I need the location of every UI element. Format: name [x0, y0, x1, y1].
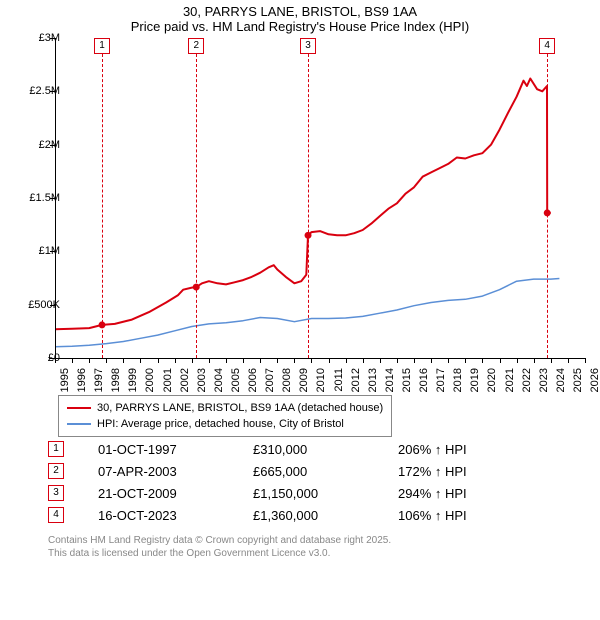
x-axis-label: 2017	[435, 368, 447, 408]
x-tick	[192, 358, 193, 363]
y-axis-label: £2M	[10, 139, 60, 151]
x-tick	[260, 358, 261, 363]
event-marker-4: 4	[539, 38, 555, 54]
event-hpi: 294% ↑ HPI	[398, 486, 467, 501]
chart-title-block: 30, PARRYS LANE, BRISTOL, BS9 1AA Price …	[0, 0, 600, 34]
x-tick	[431, 358, 432, 363]
event-date: 21-OCT-2009	[98, 486, 253, 501]
x-axis-label: 2020	[486, 368, 498, 408]
x-axis-label: 2022	[521, 368, 533, 408]
x-axis-label: 2016	[418, 368, 430, 408]
y-axis-label: £1.5M	[10, 192, 60, 204]
event-hpi: 206% ↑ HPI	[398, 442, 467, 457]
legend-swatch	[67, 423, 91, 425]
event-marker-3: 3	[300, 38, 316, 54]
plot-area: 1995199619971998199920002001200220032004…	[55, 38, 585, 358]
y-axis-label: £500K	[10, 299, 60, 311]
event-marker-line-4	[547, 54, 548, 358]
event-index-box: 1	[48, 441, 64, 457]
x-tick	[465, 358, 466, 363]
license-text: Contains HM Land Registry data © Crown c…	[48, 534, 391, 560]
x-axis-label: 2018	[452, 368, 464, 408]
event-hpi: 172% ↑ HPI	[398, 464, 467, 479]
event-price: £665,000	[253, 464, 398, 479]
legend-swatch	[67, 407, 91, 409]
x-axis-label: 2025	[572, 368, 584, 408]
event-price: £1,150,000	[253, 486, 398, 501]
x-tick	[243, 358, 244, 363]
x-tick	[175, 358, 176, 363]
event-row: 3 21-OCT-2009£1,150,000294% ↑ HPI	[48, 482, 467, 504]
chart-title-subtitle: Price paid vs. HM Land Registry's House …	[0, 19, 600, 34]
x-axis-label: 2024	[555, 368, 567, 408]
x-tick	[346, 358, 347, 363]
x-tick	[209, 358, 210, 363]
x-tick	[414, 358, 415, 363]
event-marker-line-2	[196, 54, 197, 358]
x-tick	[448, 358, 449, 363]
license-line2: This data is licensed under the Open Gov…	[48, 547, 391, 560]
y-axis-label: £0	[10, 352, 60, 364]
x-tick	[277, 358, 278, 363]
y-axis-label: £1M	[10, 245, 60, 257]
event-price: £310,000	[253, 442, 398, 457]
legend-label: 30, PARRYS LANE, BRISTOL, BS9 1AA (detac…	[97, 402, 383, 414]
x-tick	[363, 358, 364, 363]
event-index-box: 2	[48, 463, 64, 479]
event-date: 16-OCT-2023	[98, 508, 253, 523]
x-tick	[500, 358, 501, 363]
event-marker-line-3	[308, 54, 309, 358]
event-row: 4 16-OCT-2023£1,360,000106% ↑ HPI	[48, 504, 467, 526]
x-tick	[158, 358, 159, 363]
x-tick	[89, 358, 90, 363]
y-axis-label: £3M	[10, 32, 60, 44]
event-date: 07-APR-2003	[98, 464, 253, 479]
x-tick	[106, 358, 107, 363]
x-tick	[551, 358, 552, 363]
x-tick	[226, 358, 227, 363]
chart-title-address: 30, PARRYS LANE, BRISTOL, BS9 1AA	[0, 4, 600, 19]
x-tick	[380, 358, 381, 363]
license-line1: Contains HM Land Registry data © Crown c…	[48, 534, 391, 547]
event-marker-2: 2	[188, 38, 204, 54]
x-tick	[568, 358, 569, 363]
legend-label: HPI: Average price, detached house, City…	[97, 418, 344, 430]
property-line	[55, 79, 551, 330]
x-tick	[534, 358, 535, 363]
legend-item: 30, PARRYS LANE, BRISTOL, BS9 1AA (detac…	[67, 400, 383, 416]
x-tick	[123, 358, 124, 363]
x-tick	[140, 358, 141, 363]
legend-item: HPI: Average price, detached house, City…	[67, 416, 383, 432]
x-axis-line	[55, 358, 585, 359]
events-table: 1 01-OCT-1997£310,000206% ↑ HPI 2 07-APR-20…	[48, 438, 467, 526]
x-axis-label: 2026	[589, 368, 600, 408]
chart-svg	[55, 38, 585, 358]
legend: 30, PARRYS LANE, BRISTOL, BS9 1AA (detac…	[58, 395, 392, 437]
x-tick	[72, 358, 73, 363]
event-date: 01-OCT-1997	[98, 442, 253, 457]
chart-area: 1995199619971998199920002001200220032004…	[0, 38, 600, 420]
x-axis-label: 2015	[401, 368, 413, 408]
x-axis-label: 2023	[538, 368, 550, 408]
x-tick	[397, 358, 398, 363]
x-axis-label: 2021	[504, 368, 516, 408]
event-row: 2 07-APR-2003£665,000172% ↑ HPI	[48, 460, 467, 482]
x-tick	[329, 358, 330, 363]
event-index-box: 3	[48, 485, 64, 501]
x-tick	[311, 358, 312, 363]
x-axis-label: 2019	[469, 368, 481, 408]
x-tick	[482, 358, 483, 363]
x-tick	[294, 358, 295, 363]
event-row: 1 01-OCT-1997£310,000206% ↑ HPI	[48, 438, 467, 460]
y-axis-label: £2.5M	[10, 85, 60, 97]
event-marker-1: 1	[94, 38, 110, 54]
event-index-box: 4	[48, 507, 64, 523]
event-price: £1,360,000	[253, 508, 398, 523]
event-marker-line-1	[102, 54, 103, 358]
event-hpi: 106% ↑ HPI	[398, 508, 467, 523]
x-tick	[585, 358, 586, 363]
x-tick	[517, 358, 518, 363]
